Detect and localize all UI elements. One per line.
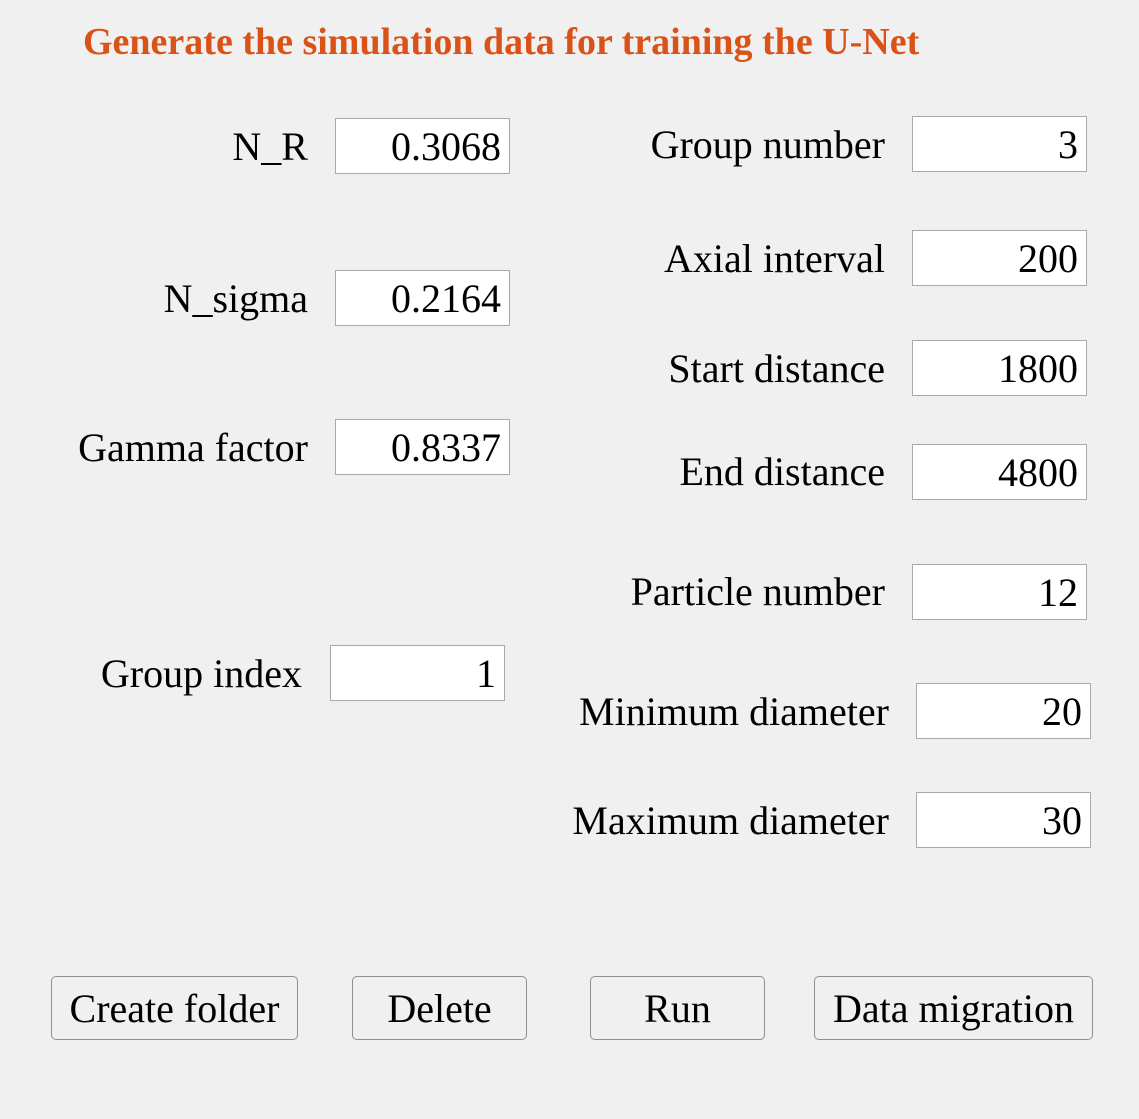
n-r-label: N_R [232, 124, 308, 169]
run-button[interactable]: Run [590, 976, 765, 1040]
page-title: Generate the simulation data for trainin… [83, 21, 920, 63]
end-distance-label: End distance [679, 449, 886, 494]
data-migration-button[interactable]: Data migration [814, 976, 1093, 1040]
delete-button[interactable]: Delete [352, 976, 527, 1040]
axial-interval-label: Axial interval [663, 236, 885, 281]
group-index-label: Group index [100, 651, 302, 696]
minimum-diameter-field[interactable] [916, 683, 1091, 739]
particle-number-label: Particle number [630, 569, 885, 614]
start-distance-label: Start distance [668, 346, 885, 391]
n-sigma-field[interactable] [335, 270, 510, 326]
gamma-factor-field[interactable] [335, 419, 510, 475]
group-index-field[interactable] [330, 645, 505, 701]
group-number-label: Group number [650, 122, 885, 167]
axial-interval-field[interactable] [912, 230, 1087, 286]
n-sigma-label: N_sigma [163, 276, 308, 321]
group-number-field[interactable] [912, 116, 1087, 172]
gamma-factor-label: Gamma factor [78, 425, 308, 470]
particle-number-field[interactable] [912, 564, 1087, 620]
maximum-diameter-label: Maximum diameter [572, 798, 889, 843]
create-folder-button[interactable]: Create folder [51, 976, 298, 1040]
end-distance-field[interactable] [912, 444, 1087, 500]
start-distance-field[interactable] [912, 340, 1087, 396]
maximum-diameter-field[interactable] [916, 792, 1091, 848]
n-r-field[interactable] [335, 118, 510, 174]
minimum-diameter-label: Minimum diameter [579, 689, 889, 734]
